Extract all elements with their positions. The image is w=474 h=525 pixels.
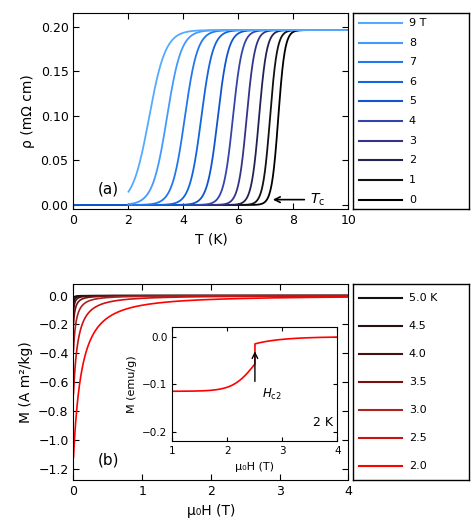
Text: 2: 2 [409,155,416,165]
Text: 6: 6 [409,77,416,87]
Text: 3: 3 [409,136,416,146]
X-axis label: μ₀H (T): μ₀H (T) [187,504,235,518]
Text: 9 T: 9 T [409,18,426,28]
Text: 7: 7 [409,57,416,67]
Text: 5.0 K: 5.0 K [409,293,437,303]
Text: 3.5: 3.5 [409,377,427,387]
Text: 4.5: 4.5 [409,321,427,331]
Text: 2.5: 2.5 [409,433,427,443]
X-axis label: T (K): T (K) [194,233,228,247]
Text: 1: 1 [409,175,416,185]
Text: 8: 8 [409,38,416,48]
Text: 0: 0 [409,195,416,205]
Text: 5: 5 [409,97,416,107]
Text: (b): (b) [98,453,120,468]
Y-axis label: M (A m²/kg): M (A m²/kg) [18,341,33,423]
Y-axis label: ρ (mΩ cm): ρ (mΩ cm) [21,75,35,148]
Text: 4.0: 4.0 [409,349,427,359]
Text: $T_{\rm c}$: $T_{\rm c}$ [310,192,325,208]
Text: 2.0: 2.0 [409,461,427,471]
Text: (a): (a) [98,182,119,197]
Text: 3.0: 3.0 [409,405,427,415]
Text: 4: 4 [409,116,416,126]
